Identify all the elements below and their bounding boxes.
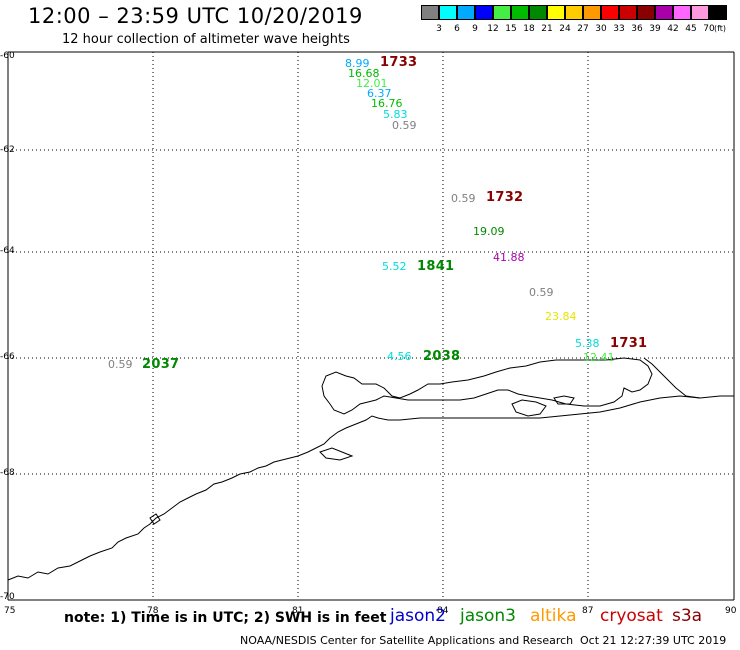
legend-swatch: [583, 5, 601, 20]
wave-height-value: 12.01: [356, 77, 388, 90]
pass-time-label: 2038: [423, 349, 461, 364]
lat-label: -62: [0, 145, 15, 155]
legend-swatch: [475, 5, 493, 20]
wave-height-value: 5.52: [382, 260, 407, 273]
legend-swatch: [457, 5, 475, 20]
legend-swatch: [565, 5, 583, 20]
pass-time-label: 2037: [142, 357, 180, 372]
legend-label: 18: [523, 24, 535, 34]
legend-label: 70: [703, 24, 715, 34]
legend-swatch: [619, 5, 637, 20]
lat-label: -66: [0, 352, 15, 362]
antarctic-coastline: [7, 395, 734, 581]
island-outline: [319, 447, 354, 461]
pass-time-label: 1732: [486, 190, 524, 205]
lat-label: -60: [0, 51, 15, 61]
lon-label: 75: [4, 606, 16, 616]
legend-swatch: [493, 5, 511, 20]
legend-label: 39: [649, 24, 661, 34]
lon-label: 87: [582, 606, 594, 616]
legend-swatch: [637, 5, 655, 20]
pass-time-label: 1841: [417, 259, 455, 274]
wave-height-value: 19.09: [473, 225, 505, 238]
lat-label: -68: [0, 468, 15, 478]
generation-timestamp: Oct 21 12:27:39 UTC 2019: [580, 634, 727, 647]
legend-label: 6: [454, 24, 460, 34]
wave-height-value: 5.83: [383, 108, 408, 121]
map-title: 12:00 – 23:59 UTC 10/20/2019: [28, 4, 363, 28]
legend-swatch: [601, 5, 619, 20]
legend-swatch: [547, 5, 565, 20]
legend-label: 45: [685, 24, 697, 34]
legend-unit: (ft): [713, 24, 727, 33]
wave-height-value: 4.56: [387, 350, 412, 363]
legend-label: 3: [436, 24, 442, 34]
wave-height-value: 0.59: [451, 192, 476, 205]
legend-swatch: [655, 5, 673, 20]
wave-height-value: 0.59: [108, 358, 133, 371]
legend-label: 21: [541, 24, 553, 34]
satellite-legend-altika: altika: [530, 606, 577, 626]
island-outline: [149, 513, 161, 525]
legend-label: 30: [595, 24, 607, 34]
ice-shelf-outline: [321, 357, 653, 415]
legend-label: 42: [667, 24, 679, 34]
satellite-legend-s3a: s3a: [672, 606, 703, 626]
wave-height-value: 5.38: [575, 337, 600, 350]
legend-swatch: [511, 5, 529, 20]
wave-height-value: 8.99: [345, 57, 370, 70]
lat-label: -64: [0, 246, 15, 256]
pass-time-label: 1733: [380, 55, 418, 70]
wave-height-value: 0.59: [529, 286, 554, 299]
lon-label: 78: [147, 606, 159, 616]
wave-height-value: 0.59: [392, 119, 417, 132]
ice-shelf-east: [643, 357, 701, 399]
island-outline: [553, 395, 575, 405]
latitude-gridlines: [8, 149, 734, 475]
legend-label: 36: [631, 24, 643, 34]
lon-label: 90: [725, 606, 737, 616]
wave-height-value: 23.84: [545, 310, 577, 323]
legend-label: 15: [505, 24, 517, 34]
wave-height-value: 12.41: [583, 351, 615, 364]
map-subtitle: 12 hour collection of altimeter wave hei…: [62, 32, 350, 47]
legend-swatch: [691, 5, 709, 20]
island-outline: [511, 399, 547, 417]
legend-label: 27: [577, 24, 589, 34]
satellite-legend-jason3: jason3: [460, 606, 516, 626]
longitude-gridlines: [152, 52, 589, 600]
legend-swatch: [673, 5, 691, 20]
legend-label: 33: [613, 24, 625, 34]
wave-height-value: 6.37: [367, 87, 392, 100]
satellite-legend-cryosat: cryosat: [600, 606, 663, 626]
pass-time-label: 1731: [610, 336, 648, 351]
legend-swatch: [421, 5, 439, 20]
legend-swatch: [529, 5, 547, 20]
wave-height-value: 16.76: [371, 97, 403, 110]
lat-label: -70: [0, 592, 15, 602]
wave-height-value: 41.88: [493, 251, 525, 264]
legend-swatch: [709, 5, 727, 20]
legend-label: 9: [472, 24, 478, 34]
wave-height-value: 16.68: [348, 67, 380, 80]
lon-label: 84: [437, 606, 449, 616]
legend-label: 12: [487, 24, 499, 34]
legend-label: 24: [559, 24, 571, 34]
credit-line: NOAA/NESDIS Center for Satellite Applica…: [240, 634, 574, 647]
units-note: note: 1) Time is in UTC; 2) SWH is in fe…: [64, 610, 387, 626]
lon-label: 81: [292, 606, 304, 616]
legend-swatch: [439, 5, 457, 20]
satellite-legend-jason2: jason2: [390, 606, 446, 626]
